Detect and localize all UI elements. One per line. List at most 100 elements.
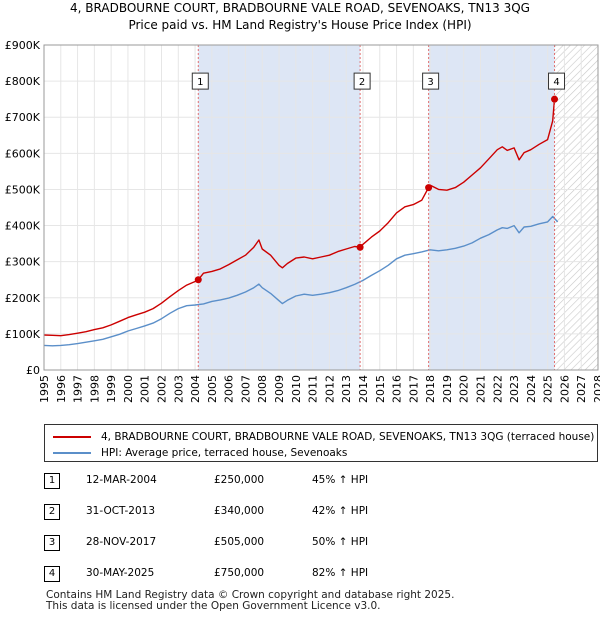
x-tick-label: 1998: [88, 375, 101, 403]
x-tick-label: 2023: [508, 375, 521, 403]
sale-number-box: 1: [44, 473, 60, 489]
y-tick-label: £600K: [5, 147, 41, 160]
x-tick-label: 1995: [38, 375, 51, 403]
chart-title: 4, BRADBOURNE COURT, BRADBOURNE VALE ROA…: [70, 1, 530, 15]
sale-marker-box: [353, 72, 371, 90]
x-tick-label: 2012: [323, 375, 336, 403]
y-tick-label: £100K: [5, 328, 41, 341]
sale-price: £340,000: [214, 505, 265, 517]
sale-marker-label: 1: [197, 77, 203, 88]
x-tick-label: 2008: [256, 375, 269, 403]
x-tick-label: 2020: [458, 375, 471, 403]
sale-point: [194, 276, 202, 284]
x-tick-label: 1996: [55, 375, 68, 403]
x-tick-label: 2001: [139, 375, 152, 403]
x-tick-label: 2006: [223, 375, 236, 403]
sale-date: 28-NOV-2017: [86, 536, 157, 548]
sale-row: 4 30-MAY-2025 £750,000 82% ↑ HPI: [0, 561, 600, 591]
x-tick-label: 2000: [122, 375, 135, 403]
x-tick-label: 2002: [156, 375, 169, 403]
sale-price: £750,000: [214, 567, 265, 579]
sale-row: 3 28-NOV-2017 £505,000 50% ↑ HPI: [0, 530, 600, 560]
sale-marker-label: 2: [359, 77, 365, 88]
x-tick-label: 2027: [575, 375, 588, 403]
forecast-hatch: [554, 45, 598, 370]
grid-layer: [43, 44, 599, 371]
x-tick-label: 1999: [105, 375, 118, 403]
sale-price: £250,000: [214, 474, 265, 486]
y-tick-label: £500K: [5, 183, 41, 196]
y-tick-label: £400K: [5, 220, 41, 233]
sale-hpi-change: 50% ↑ HPI: [312, 536, 369, 548]
x-tick-label: 2014: [357, 375, 370, 403]
sale-point: [425, 184, 433, 192]
x-tick-label: 2019: [441, 375, 454, 403]
y-tick-label: £700K: [5, 111, 41, 124]
series-line-property: [43, 99, 556, 337]
sale-date: 12-MAR-2004: [86, 474, 157, 486]
axis-layer: £0 £100K £200K £300K £400K £500K £600K £700K £80…: [5, 39, 600, 403]
x-tick-label: 2026: [558, 375, 571, 403]
sale-marker-box: [548, 72, 566, 90]
legend-item-property: 4, BRADBOURNE COURT, BRADBOURNE VALE ROA…: [45, 429, 594, 445]
x-tick-label: 2010: [290, 375, 303, 403]
legend-item-hpi: HPI: Average price, terraced house, Seve…: [45, 445, 347, 461]
x-tick-label: 2011: [307, 375, 320, 403]
sale-date: 30-MAY-2025: [86, 567, 155, 579]
sale-point: [551, 95, 559, 103]
x-tick-label: 2028: [592, 375, 600, 403]
y-tick-label: £300K: [5, 256, 41, 269]
footer: Contains HM Land Registry data © Crown c…: [46, 590, 454, 612]
footer-licence: This data is licensed under the Open Gov…: [46, 600, 381, 612]
marker-layer: 1 2 3 4: [191, 45, 566, 370]
sale-row: 1 12-MAR-2004 £250,000 45% ↑ HPI: [0, 468, 600, 498]
price-chart: 1 2 3 4 £0 £100K £200K £300K £400K £500K £600K £70…: [5, 39, 600, 403]
y-tick-label: £900K: [5, 39, 41, 52]
sale-marker-box: [422, 72, 440, 90]
sale-date: 31-OCT-2013: [86, 505, 155, 517]
x-tick-label: 2009: [273, 375, 286, 403]
sale-number-box: 2: [44, 504, 60, 520]
sale-hpi-change: 45% ↑ HPI: [312, 474, 369, 486]
legend-label-property: 4, BRADBOURNE COURT, BRADBOURNE VALE ROA…: [101, 431, 595, 443]
x-tick-label: 1997: [72, 375, 85, 403]
legend-swatch-hpi: [53, 452, 91, 454]
x-tick-label: 2018: [424, 375, 437, 403]
plot-frame: [43, 44, 599, 371]
chart-subtitle: Price paid vs. HM Land Registry's House …: [128, 18, 472, 32]
x-tick-label: 2015: [374, 375, 387, 403]
x-tick-label: 2021: [474, 375, 487, 403]
x-tick-label: 2016: [391, 375, 404, 403]
x-tick-label: 2024: [525, 375, 538, 403]
shade-layer: [198, 45, 598, 370]
sale-marker-box: [191, 72, 209, 90]
legend: 4, BRADBOURNE COURT, BRADBOURNE VALE ROA…: [44, 424, 598, 462]
sale-hpi-change: 82% ↑ HPI: [312, 567, 369, 579]
sale-number-box: 4: [44, 566, 60, 582]
legend-label-hpi: HPI: Average price, terraced house, Seve…: [101, 447, 348, 459]
footer-copyright: Contains HM Land Registry data © Crown c…: [46, 589, 455, 601]
y-tick-label: £800K: [5, 75, 41, 88]
x-tick-label: 2004: [189, 375, 202, 403]
x-tick-label: 2025: [542, 375, 555, 403]
sale-point: [356, 243, 364, 251]
sale-hpi-change: 42% ↑ HPI: [312, 505, 369, 517]
x-tick-label: 2003: [172, 375, 185, 403]
sale-price: £505,000: [214, 536, 265, 548]
ownership-shade: [428, 45, 555, 370]
x-tick-label: 2005: [206, 375, 219, 403]
sale-marker-label: 4: [553, 77, 559, 88]
series-line-hpi: [43, 215, 559, 347]
chart-title-block: 4, BRADBOURNE COURT, BRADBOURNE VALE ROA…: [0, 0, 600, 34]
x-tick-label: 2013: [340, 375, 353, 403]
y-tick-label: £0: [26, 364, 40, 377]
legend-swatch-property: [53, 436, 91, 438]
sale-marker-label: 3: [427, 77, 433, 88]
y-tick-label: £200K: [5, 292, 41, 305]
x-tick-label: 2022: [491, 375, 504, 403]
x-tick-label: 2017: [407, 375, 420, 403]
x-tick-label: 2007: [239, 375, 252, 403]
sale-number-box: 3: [44, 535, 60, 551]
line-layer: [43, 99, 559, 347]
sale-row: 2 31-OCT-2013 £340,000 42% ↑ HPI: [0, 499, 600, 529]
